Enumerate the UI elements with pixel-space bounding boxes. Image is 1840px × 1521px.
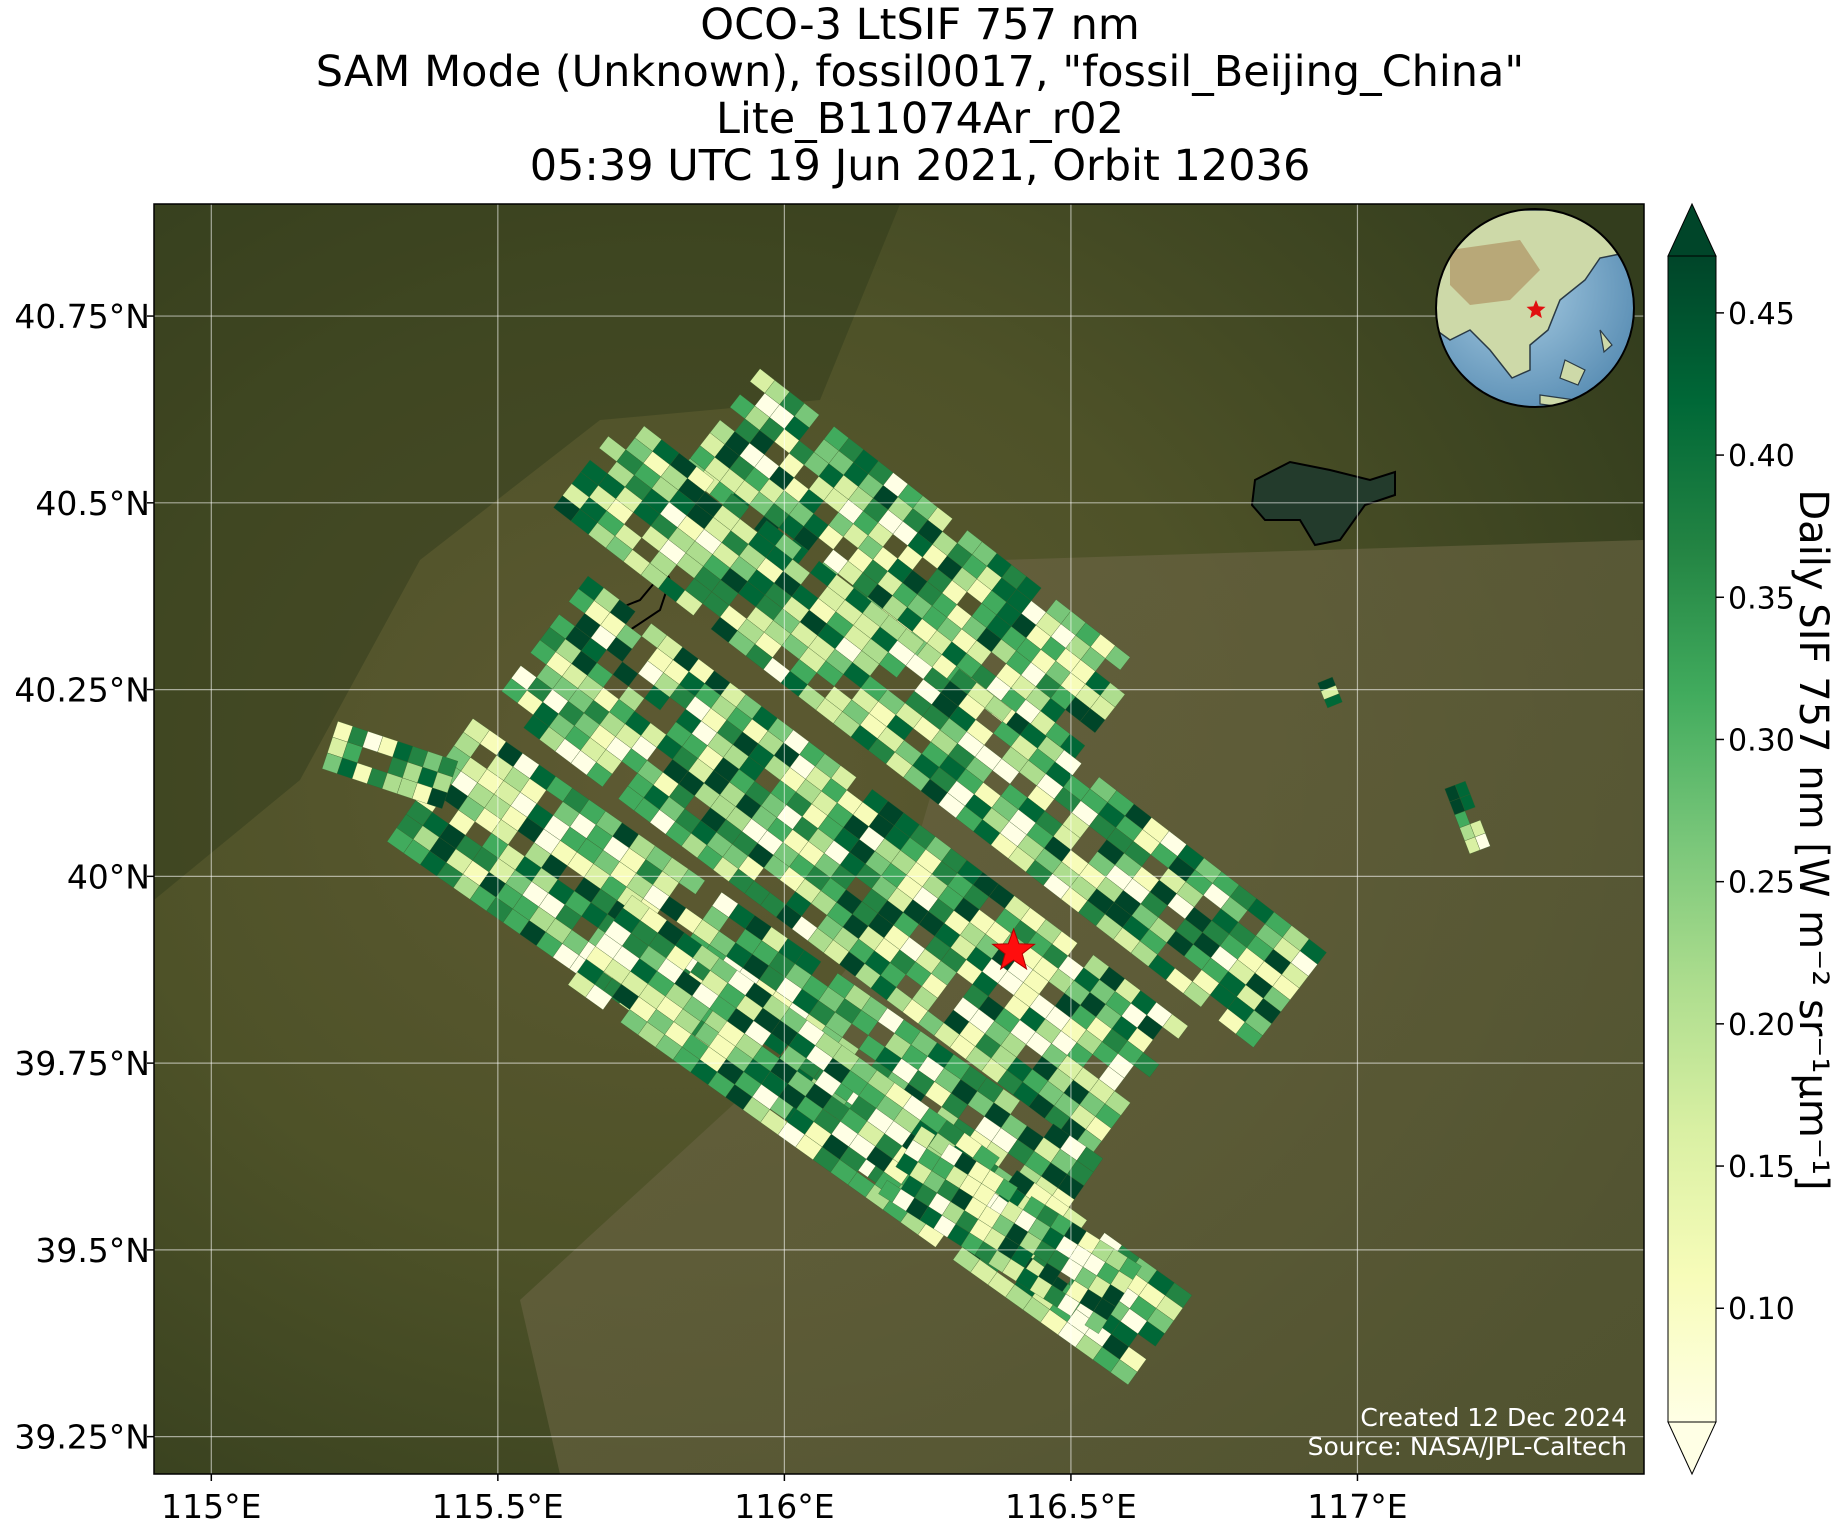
globe-islands bbox=[1539, 329, 1613, 407]
sif-cell bbox=[426, 787, 448, 809]
colorbar-tick-label: 0.10 bbox=[1728, 1292, 1795, 1327]
title-line-2: SAM Mode (Unknown), fossil0017, "fossil_… bbox=[315, 47, 1525, 97]
sif-cell bbox=[1183, 981, 1211, 1008]
sif-cell bbox=[1464, 836, 1481, 855]
sif-cell bbox=[1084, 1311, 1108, 1334]
y-axis-ticks: 39.25°N 39.5°N 39.75°N 40°N 40.25°N 40.5°N 40.… bbox=[14, 297, 154, 1457]
map-title: OCO-3 LtSIF 757 nm SAM Mode (Unknown), f… bbox=[0, 2, 1840, 190]
source-credit-text: Source: NASA/JPL-Caltech bbox=[1308, 1432, 1627, 1461]
title-line-4: 05:39 UTC 19 Jun 2021, Orbit 12036 bbox=[529, 141, 1311, 191]
colorbar-tick-label: 0.20 bbox=[1728, 1008, 1795, 1043]
x-tick-label: 117°E bbox=[1307, 1487, 1407, 1521]
sif-cell bbox=[1079, 708, 1106, 734]
colorbar-label: Daily SIF 757 nm [W m⁻² sr⁻¹μm⁻¹] bbox=[1790, 489, 1836, 1190]
target-star-marker bbox=[991, 927, 1036, 971]
colorbar-gradient bbox=[1667, 255, 1717, 1423]
map-frame bbox=[153, 203, 1645, 1475]
colorbar-ticks: 0.10 0.15 0.20 0.25 0.30 0.35 0.40 0.45 bbox=[1716, 297, 1795, 1327]
mountain-shadow bbox=[154, 204, 900, 900]
sif-cell bbox=[1162, 1013, 1189, 1040]
sif-cell bbox=[644, 685, 670, 711]
x-tick-label: 115°E bbox=[161, 1487, 261, 1521]
sif-cell bbox=[1105, 645, 1131, 671]
sif-cell bbox=[1133, 1052, 1160, 1078]
globe-highlands bbox=[1450, 240, 1540, 305]
globe-star-marker bbox=[1526, 300, 1546, 319]
title-line-3: Lite_B11074Ar_r02 bbox=[716, 94, 1124, 144]
sif-cell bbox=[675, 589, 703, 616]
x-tick-label: 115.5°E bbox=[432, 1487, 564, 1521]
colorbar-tick-label: 0.45 bbox=[1728, 297, 1795, 332]
x-tick-label: 116°E bbox=[734, 1487, 834, 1521]
x-tick-label: 116.5°E bbox=[1005, 1487, 1137, 1521]
sif-cell bbox=[586, 762, 613, 788]
colorbar-bottom-extension bbox=[1667, 1421, 1717, 1476]
colorbar-tick-label: 0.30 bbox=[1728, 723, 1795, 758]
sif-cell bbox=[1235, 1021, 1263, 1048]
colorbar: 0.10 0.15 0.20 0.25 0.30 0.35 0.40 0.45 Daily S… bbox=[1667, 202, 1836, 1476]
sif-cell bbox=[1110, 1359, 1138, 1386]
y-tick-label: 40.25°N bbox=[14, 671, 150, 710]
y-tick-label: 39.25°N bbox=[14, 1418, 150, 1457]
sif-cell bbox=[1324, 693, 1343, 709]
sif-cell bbox=[585, 984, 613, 1011]
y-tick-label: 40°N bbox=[67, 857, 150, 896]
created-date-text: Created 12 Dec 2024 bbox=[1360, 1403, 1627, 1432]
x-axis-ticks: 115°E 115.5°E 116°E 116.5°E 117°E bbox=[161, 1474, 1408, 1521]
inset-globe bbox=[1435, 208, 1635, 408]
colorbar-top-extension bbox=[1667, 202, 1717, 257]
colorbar-tick-label: 0.35 bbox=[1728, 581, 1795, 616]
target-star bbox=[991, 927, 1036, 971]
map-plot-area bbox=[153, 203, 1645, 1475]
colorbar-tick-label: 0.40 bbox=[1728, 439, 1795, 474]
gridlines bbox=[154, 204, 1644, 1474]
sif-cell bbox=[878, 651, 907, 678]
sif-cells-layer bbox=[321, 368, 1491, 1386]
y-tick-label: 39.75°N bbox=[14, 1044, 150, 1083]
reservoir bbox=[1250, 460, 1396, 547]
y-tick-label: 40.5°N bbox=[35, 484, 150, 523]
y-tick-label: 40.75°N bbox=[14, 297, 150, 336]
colorbar-tick-label: 0.25 bbox=[1728, 866, 1795, 901]
y-tick-label: 39.5°N bbox=[35, 1231, 150, 1270]
title-line-1: OCO-3 LtSIF 757 nm bbox=[700, 0, 1140, 50]
sif-cell bbox=[1137, 1320, 1165, 1347]
colorbar-tick-label: 0.15 bbox=[1728, 1150, 1795, 1185]
